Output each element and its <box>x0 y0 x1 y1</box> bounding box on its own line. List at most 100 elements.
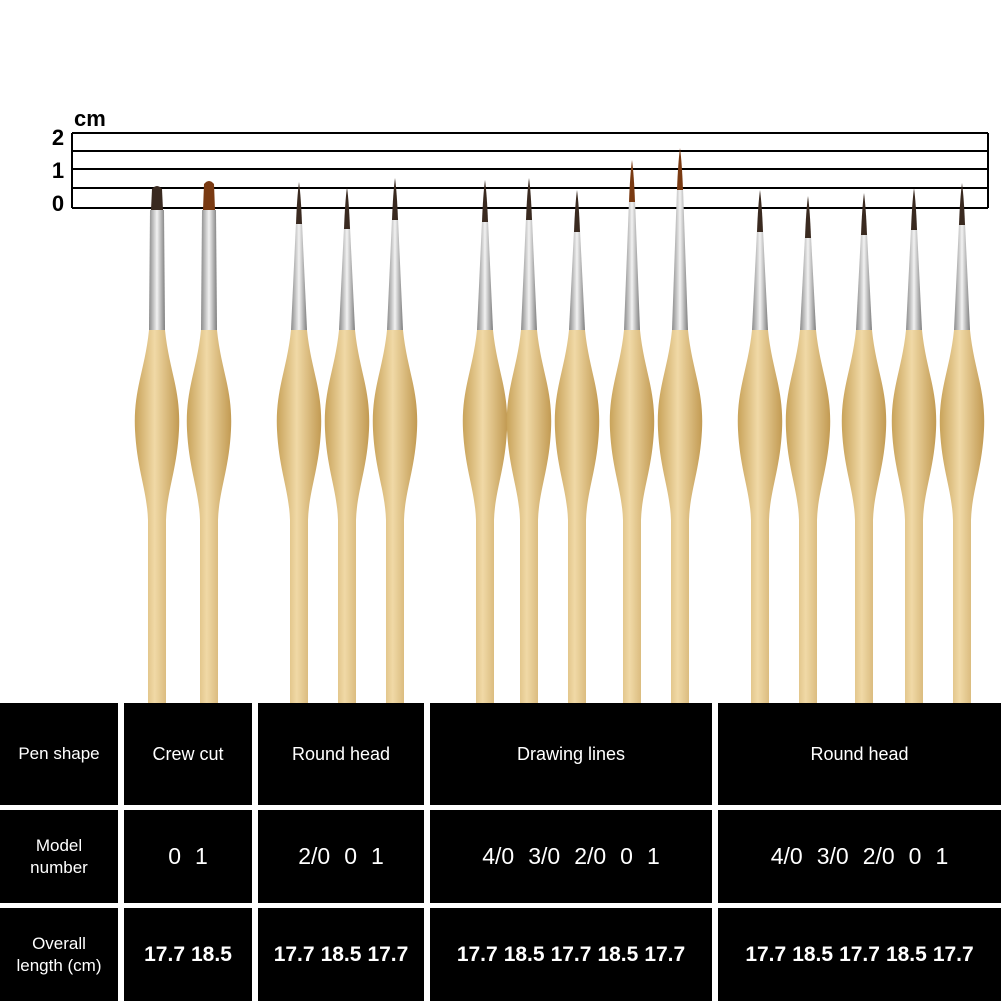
ruler-label: 0 <box>52 191 64 216</box>
length-value: 17.7 <box>932 942 974 966</box>
row-header-text: Overall length (cm) <box>16 933 102 975</box>
shape-text: Crew cut <box>152 743 224 764</box>
brush-tip <box>677 148 683 190</box>
brush-handle <box>372 330 418 703</box>
length-value: 17.7 <box>456 942 498 966</box>
length-value: 18.5 <box>597 942 639 966</box>
length-value: 18.5 <box>503 942 545 966</box>
length-value: 18.5 <box>320 942 362 966</box>
brush-ferrule <box>752 230 768 330</box>
brush-handle <box>737 330 783 703</box>
brush-tip <box>482 180 488 222</box>
value-cell: 2/0 0 1 <box>258 810 424 903</box>
row-header: Model number <box>0 810 118 903</box>
brush-ferrule <box>477 220 493 330</box>
brush-handle <box>657 330 703 703</box>
brush-handle <box>186 330 232 703</box>
length-value: 17.7 <box>644 942 686 966</box>
brush-ferrule <box>672 188 688 330</box>
length-value: 17.7 <box>144 942 185 966</box>
model-value: 1 <box>935 843 949 869</box>
brush-tip <box>203 181 215 210</box>
length-value: 17.7 <box>839 942 880 966</box>
model-value: 4/0 <box>770 843 803 869</box>
brushes <box>134 148 985 703</box>
brush-tip <box>151 186 163 210</box>
brush-ferrule <box>149 210 165 330</box>
brush-ferrule <box>339 227 355 330</box>
length-value: 18.5 <box>191 942 232 966</box>
brush-ferrule <box>291 222 307 330</box>
model-value: 1 <box>370 843 384 869</box>
brush-ferrule <box>856 233 872 330</box>
value-cell: 4/0 3/0 2/0 0 1 <box>430 810 712 903</box>
brush-ferrule <box>624 200 640 330</box>
product-art: cm 2 1 0 <box>52 106 989 703</box>
row-header: Overall length (cm) <box>0 908 118 1001</box>
ruler-label: 1 <box>52 158 64 183</box>
value-cell: 17.7 18.5 17.7 <box>258 908 424 1001</box>
row-header-text: Pen shape <box>18 744 100 763</box>
brush-tip <box>911 188 917 230</box>
brush-handle <box>939 330 985 703</box>
model-value: 1 <box>646 843 660 869</box>
model-value: 1 <box>195 843 208 869</box>
shape-text: Round head <box>810 743 909 764</box>
model-value: 0 <box>344 843 357 869</box>
model-value: 2/0 <box>862 843 895 869</box>
brush-ferrule <box>387 218 403 330</box>
shape-cell: Round head <box>718 703 1001 805</box>
brush-tip <box>959 183 965 225</box>
shape-cell: Crew cut <box>124 703 252 805</box>
row-header: Pen shape <box>0 703 118 805</box>
brush-handle <box>841 330 887 703</box>
value-cell: 4/0 3/0 2/0 0 1 <box>718 810 1001 903</box>
model-value: 2/0 <box>298 843 331 869</box>
brush-ferrule <box>906 228 922 330</box>
shape-cell: Drawing lines <box>430 703 712 805</box>
brush-handle <box>462 330 508 703</box>
model-value: 3/0 <box>816 843 849 869</box>
value-cell: 17.7 18.5 <box>124 908 252 1001</box>
brush-tip <box>296 182 302 224</box>
value-cell: 17.7 18.5 17.7 18.5 17.7 <box>430 908 712 1001</box>
length-value: 17.7 <box>273 942 315 966</box>
brush-ferrule <box>569 230 585 330</box>
brush-handle <box>506 330 552 703</box>
brush-handle <box>785 330 831 703</box>
length-value: 17.7 <box>367 942 409 966</box>
length-value: 18.5 <box>792 942 834 966</box>
brush-ferrule <box>800 236 816 330</box>
brush-ferrule <box>201 210 217 330</box>
brush-handle <box>609 330 655 703</box>
brush-handle <box>324 330 370 703</box>
length-value: 17.7 <box>550 942 592 966</box>
brush-tip <box>526 178 532 220</box>
row-header-text: Model number <box>30 835 88 877</box>
model-value: 0 <box>168 843 181 869</box>
length-value: 17.7 <box>745 942 787 966</box>
ruler-unit: cm <box>74 106 106 131</box>
shape-cell: Round head <box>258 703 424 805</box>
value-cell: 17.7 18.5 17.7 18.5 17.7 <box>718 908 1001 1001</box>
ruler-label: 2 <box>52 125 64 150</box>
brush-tip <box>629 160 635 202</box>
brush-tip <box>805 196 811 238</box>
brush-ferrule <box>521 218 537 330</box>
brush-tip <box>757 190 763 232</box>
model-value: 0 <box>620 843 633 869</box>
model-value: 2/0 <box>574 843 607 869</box>
brush-handle <box>554 330 600 703</box>
brush-handle <box>891 330 937 703</box>
brush-handle <box>134 330 180 703</box>
brush-tip <box>344 187 350 229</box>
model-value: 3/0 <box>528 843 561 869</box>
shape-text: Drawing lines <box>516 743 626 764</box>
model-value: 0 <box>908 843 922 869</box>
brush-handle <box>276 330 322 703</box>
model-value: 4/0 <box>482 843 515 869</box>
brush-ferrule <box>954 223 970 330</box>
brush-tip <box>861 193 867 235</box>
